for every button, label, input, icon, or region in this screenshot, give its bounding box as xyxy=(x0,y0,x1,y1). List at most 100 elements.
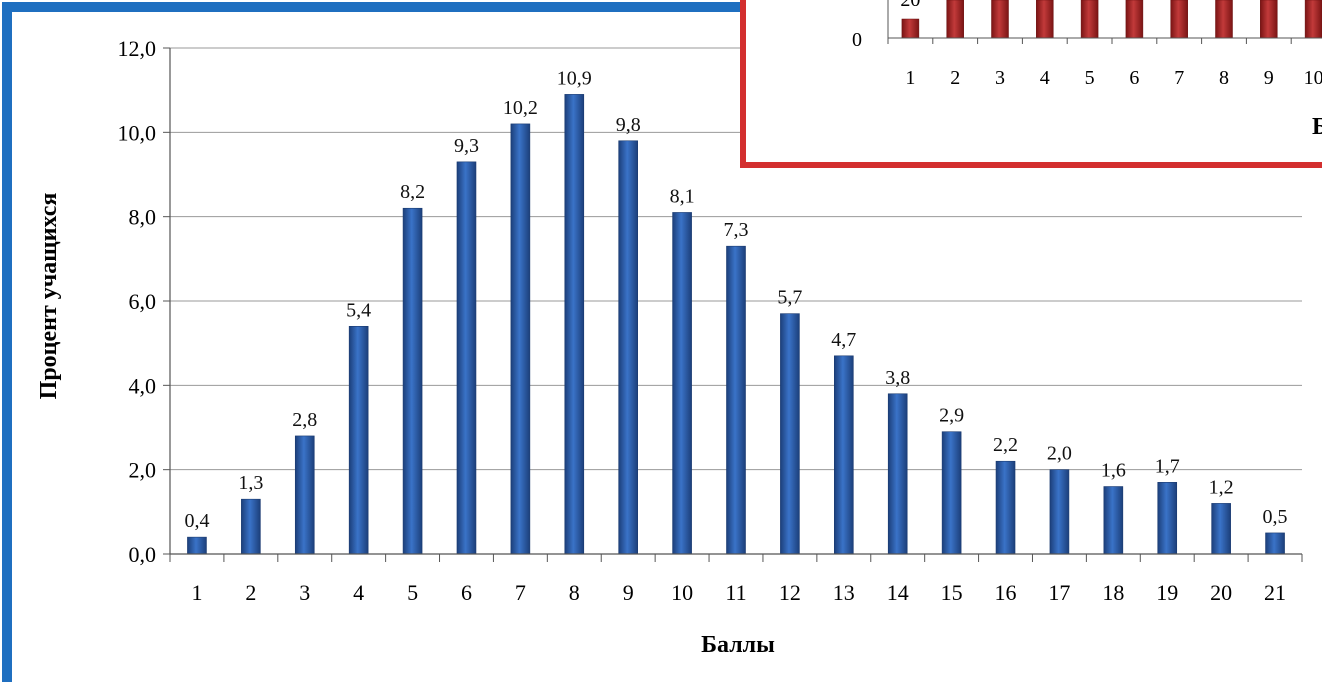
inset-chart: 0 1 2 3 4 5 6 7 8 9 10 20 Б xyxy=(740,0,1322,168)
inset-x-tick-label: 4 xyxy=(1040,67,1050,89)
inset-x-tick-label: 1 xyxy=(905,67,915,89)
bar xyxy=(1265,532,1285,555)
data-label: 1,3 xyxy=(238,472,263,494)
data-label: 8,2 xyxy=(400,181,425,203)
x-tick-label: 8 xyxy=(569,580,580,605)
inset-y-tick-label: 0 xyxy=(852,29,862,51)
bar xyxy=(995,460,1016,555)
data-label: 0,4 xyxy=(184,510,209,532)
x-axis-title: Баллы xyxy=(701,632,775,658)
x-tick-label: 16 xyxy=(995,580,1017,605)
inset-bar xyxy=(1170,0,1188,39)
y-tick-label: 8,0 xyxy=(129,205,157,230)
inset-bar xyxy=(1125,0,1144,39)
bar xyxy=(294,435,315,555)
inset-bar xyxy=(1260,0,1278,39)
inset-axis-layer: 0 1 2 3 4 5 6 7 8 9 10 20 Б xyxy=(852,0,1322,140)
data-label: 5,4 xyxy=(346,299,371,321)
x-tick-label: 14 xyxy=(887,580,909,605)
inset-x-tick-label: 7 xyxy=(1174,67,1184,89)
inset-x-axis-title: Б xyxy=(1312,114,1322,140)
data-label: 2,8 xyxy=(292,409,317,431)
inset-bar xyxy=(1036,0,1054,39)
data-label: 10,2 xyxy=(503,97,538,119)
bars-layer xyxy=(187,94,1285,555)
data-label: 4,7 xyxy=(831,329,856,351)
inset-bar xyxy=(901,18,920,39)
inset-bar xyxy=(946,0,964,39)
bar xyxy=(672,212,692,555)
x-tick-label: 1 xyxy=(191,580,202,605)
data-label: 2,2 xyxy=(993,434,1018,456)
x-tick-label: 10 xyxy=(671,580,693,605)
data-label: 1,7 xyxy=(1155,455,1180,477)
inset-bars-layer xyxy=(901,0,1322,39)
x-tick-label: 4 xyxy=(353,580,364,605)
y-tick-label: 10,0 xyxy=(118,120,157,145)
x-tick-label: 5 xyxy=(407,580,418,605)
data-label: 2,9 xyxy=(939,405,964,427)
data-label: 5,7 xyxy=(777,287,802,309)
inset-x-tick-label: 2 xyxy=(950,67,960,89)
data-label: 2,0 xyxy=(1047,443,1072,465)
inset-data-label: 20 xyxy=(900,0,920,11)
bar xyxy=(726,245,746,555)
bar xyxy=(1211,503,1231,555)
data-label: 9,3 xyxy=(454,135,479,157)
data-label: 1,2 xyxy=(1209,476,1234,498)
data-label: 8,1 xyxy=(670,185,695,207)
bar xyxy=(780,313,800,555)
bar xyxy=(348,325,369,555)
bar xyxy=(1157,482,1178,555)
y-tick-label: 4,0 xyxy=(129,373,157,398)
inset-x-tick-label: 3 xyxy=(995,67,1005,89)
inset-x-tick-label: 5 xyxy=(1085,67,1095,89)
data-label: 3,8 xyxy=(885,367,910,389)
x-tick-label: 12 xyxy=(779,580,801,605)
x-tick-label: 11 xyxy=(725,580,746,605)
bar xyxy=(564,94,585,555)
data-label: 10,9 xyxy=(557,67,592,89)
bar xyxy=(456,161,477,555)
data-label: 1,6 xyxy=(1101,460,1126,482)
inset-x-tick-label: 8 xyxy=(1219,67,1229,89)
data-label: 0,5 xyxy=(1263,506,1288,528)
y-tick-label: 6,0 xyxy=(129,289,157,314)
inset-chart-frame xyxy=(740,0,1322,168)
x-tick-label: 21 xyxy=(1264,580,1286,605)
data-label: 9,8 xyxy=(616,114,641,136)
bar xyxy=(402,207,423,555)
bar xyxy=(887,393,908,555)
y-tick-label: 12,0 xyxy=(118,36,157,61)
x-tick-label: 9 xyxy=(623,580,634,605)
data-label: 7,3 xyxy=(724,219,749,241)
bar xyxy=(1103,486,1124,555)
bar xyxy=(834,355,854,555)
x-tick-label: 18 xyxy=(1102,580,1124,605)
inset-bar xyxy=(1304,0,1322,39)
inset-bar xyxy=(991,0,1009,39)
y-axis-title: Процент учащихся xyxy=(36,193,62,400)
x-tick-label: 13 xyxy=(833,580,855,605)
bar xyxy=(618,140,638,555)
inset-bar xyxy=(1215,0,1233,39)
axis-layer: 0,02,04,06,08,010,012,01 2 3 4 5 6 7 8 9 10 11 12 13… xyxy=(118,36,1303,605)
x-tick-label: 3 xyxy=(299,580,310,605)
x-tick-label: 15 xyxy=(941,580,963,605)
y-tick-label: 0,0 xyxy=(129,542,157,567)
bar xyxy=(1049,469,1070,555)
inset-x-tick-label: 9 xyxy=(1264,67,1274,89)
x-tick-label: 7 xyxy=(515,580,526,605)
bar xyxy=(510,123,531,555)
x-tick-label: 19 xyxy=(1156,580,1178,605)
x-tick-label: 17 xyxy=(1048,580,1070,605)
data-labels-layer: 0,4 1,3 2,8 5,4 8,2 9,3 10,2 10,9 9,8 8,1 7,3 5,7 4,… xyxy=(184,67,1287,532)
bar xyxy=(241,498,261,555)
bar xyxy=(187,536,207,555)
inset-bar xyxy=(1080,0,1099,39)
inset-x-tick-label: 10 xyxy=(1304,67,1322,89)
x-tick-label: 2 xyxy=(245,580,256,605)
bar xyxy=(941,431,962,555)
